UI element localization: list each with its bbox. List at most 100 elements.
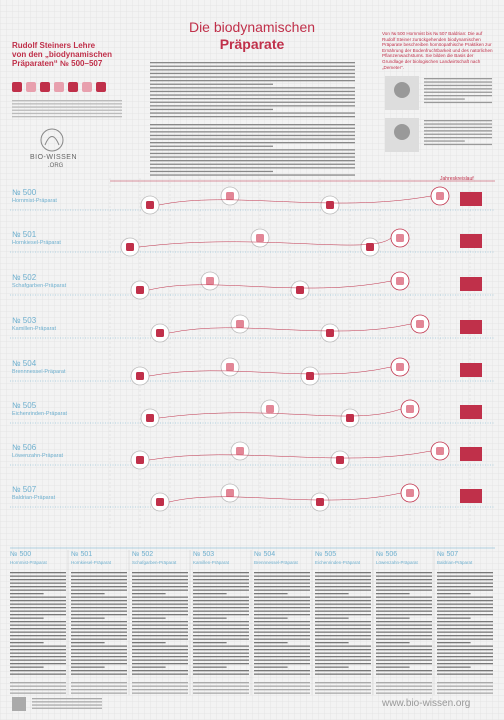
text-line <box>10 582 66 584</box>
text-line <box>150 98 355 100</box>
text-line <box>376 589 432 591</box>
text-line <box>424 123 492 125</box>
text-line <box>193 589 249 591</box>
column-number: № 500 <box>10 551 32 558</box>
text-line <box>150 138 355 140</box>
text-line <box>150 101 355 103</box>
column-number: № 503 <box>193 551 215 558</box>
text-line <box>71 621 127 623</box>
text-line <box>150 116 355 118</box>
text-line <box>132 666 166 668</box>
text-line <box>12 103 122 105</box>
text-line <box>150 105 355 107</box>
icon <box>54 82 64 92</box>
title: Die biodynamischen <box>188 19 316 35</box>
result-box <box>460 234 482 248</box>
text-line <box>315 603 371 605</box>
text-line <box>132 579 188 581</box>
text-line <box>193 656 249 658</box>
text-line <box>10 673 66 675</box>
text-line <box>437 645 493 647</box>
column-number: № 504 <box>254 551 276 558</box>
text-line <box>132 593 166 595</box>
text-line <box>71 682 127 684</box>
text-line <box>376 586 432 588</box>
text-line <box>376 624 432 626</box>
text-line <box>437 631 493 633</box>
row-number: № 503 <box>12 316 37 325</box>
text-line <box>315 624 371 626</box>
row-name: Brennnessel-Präparat <box>12 369 66 375</box>
text-line <box>376 689 432 691</box>
text-line <box>193 624 249 626</box>
text-line <box>193 582 249 584</box>
text-line <box>254 635 310 637</box>
text-line <box>71 603 127 605</box>
text-line <box>12 112 122 115</box>
icon <box>96 82 106 92</box>
text-line <box>193 603 249 605</box>
icon <box>12 82 22 92</box>
text-line <box>71 624 127 626</box>
text-line <box>132 689 188 691</box>
text-line <box>132 607 188 609</box>
stage-icon <box>436 447 444 455</box>
text-line <box>10 614 66 616</box>
text-line <box>193 682 249 684</box>
text-line <box>132 631 188 633</box>
text-line <box>376 572 432 574</box>
column-number: № 505 <box>315 551 337 558</box>
text-line <box>254 610 310 612</box>
text-line <box>150 149 355 151</box>
result-box <box>460 192 482 206</box>
text-line <box>10 638 66 640</box>
text-line <box>437 617 471 619</box>
text-line <box>71 596 127 598</box>
text-line <box>132 638 188 640</box>
text-line <box>132 614 188 616</box>
flow-line <box>148 366 392 377</box>
text-line <box>424 140 465 142</box>
text-line <box>437 628 493 630</box>
text-line <box>315 670 371 672</box>
text-line <box>132 656 188 658</box>
text-line <box>71 635 127 637</box>
text-line <box>254 685 310 687</box>
text-line <box>71 614 127 616</box>
stage-icon <box>146 201 154 209</box>
text-line <box>193 617 227 619</box>
text-line <box>315 628 371 630</box>
flow-line <box>158 195 432 206</box>
text-line <box>254 670 310 672</box>
text-line <box>71 673 127 675</box>
text-line <box>10 642 44 644</box>
text-line <box>193 689 249 691</box>
column-name: Schafgarben-Präparat <box>132 560 177 565</box>
text-line <box>376 582 432 584</box>
text-line <box>10 607 66 609</box>
text-line <box>437 621 493 623</box>
column-number: № 507 <box>437 551 459 558</box>
text-line <box>254 659 310 661</box>
text-line <box>132 589 188 591</box>
text-line <box>254 666 288 668</box>
text-line <box>132 645 188 647</box>
text-line <box>376 666 410 668</box>
text-line <box>10 692 66 694</box>
text-line <box>315 692 371 694</box>
column-name: Löwenzahn-Präparat <box>376 560 418 565</box>
text-line <box>193 628 249 630</box>
stage-icon <box>296 286 304 294</box>
text-line <box>150 131 355 133</box>
text-line <box>10 628 66 630</box>
text-line <box>10 631 66 633</box>
text-line <box>437 638 493 640</box>
column-number: № 501 <box>71 551 93 558</box>
text-line <box>254 652 310 654</box>
text-line <box>12 106 122 108</box>
text-line <box>71 617 105 619</box>
text-line <box>10 589 66 591</box>
text-line <box>254 586 310 588</box>
text-line <box>376 682 432 684</box>
text-line <box>71 652 127 654</box>
